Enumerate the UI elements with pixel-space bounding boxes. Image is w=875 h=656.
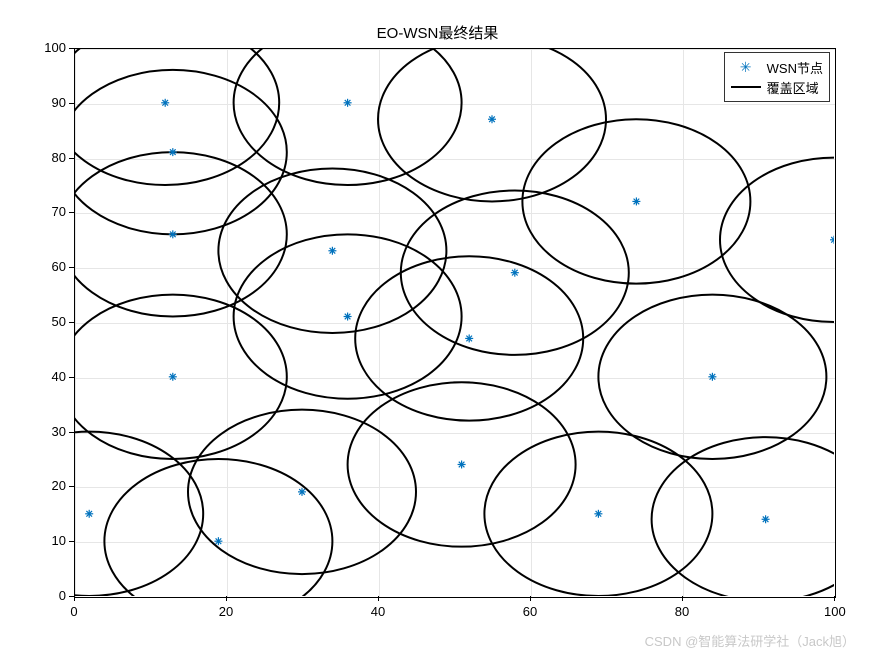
grid-line-h [75, 542, 835, 543]
grid-line-h [75, 49, 835, 50]
y-tick [69, 322, 74, 323]
x-tick [226, 596, 227, 601]
legend-label: WSN节点 [767, 58, 823, 77]
x-tick-label: 40 [368, 604, 388, 619]
x-tick [74, 596, 75, 601]
y-tick-label: 90 [52, 95, 66, 110]
x-tick-label: 20 [216, 604, 236, 619]
x-tick-label: 80 [672, 604, 692, 619]
y-tick [69, 596, 74, 597]
y-tick [69, 377, 74, 378]
y-tick [69, 103, 74, 104]
grid-line-h [75, 487, 835, 488]
grid-line-v [835, 49, 836, 597]
grid-line-h [75, 213, 835, 214]
grid-line-h [75, 104, 835, 105]
grid-line-h [75, 597, 835, 598]
x-tick-label: 60 [520, 604, 540, 619]
legend-marker-icon: ✳ [731, 60, 761, 74]
x-tick [378, 596, 379, 601]
grid-line-h [75, 433, 835, 434]
legend: ✳ WSN节点覆盖区域 [724, 52, 830, 102]
legend-line-icon [731, 86, 761, 88]
y-tick-label: 100 [44, 40, 66, 55]
x-tick-label: 0 [64, 604, 84, 619]
chart-container: EO-WSN最终结果 ✳ WSN节点覆盖区域 CSDN @智能算法研学社（Jack… [0, 0, 875, 656]
y-tick [69, 212, 74, 213]
y-tick-label: 20 [52, 478, 66, 493]
y-tick-label: 80 [52, 150, 66, 165]
x-tick [530, 596, 531, 601]
y-tick-label: 0 [59, 588, 66, 603]
watermark-text: CSDN @智能算法研学社（Jack旭） [645, 634, 855, 649]
y-tick [69, 541, 74, 542]
y-tick-label: 30 [52, 424, 66, 439]
y-tick-label: 70 [52, 204, 66, 219]
y-tick-label: 60 [52, 259, 66, 274]
y-tick [69, 158, 74, 159]
grid-line-h [75, 378, 835, 379]
chart-title-text: EO-WSN最终结果 [377, 25, 499, 42]
x-tick [682, 596, 683, 601]
y-tick [69, 48, 74, 49]
x-tick-label: 100 [824, 604, 844, 619]
grid-line-h [75, 159, 835, 160]
plot-area [74, 48, 836, 598]
grid-line-h [75, 323, 835, 324]
y-tick-label: 10 [52, 533, 66, 548]
legend-label: 覆盖区域 [767, 78, 819, 97]
y-tick-label: 50 [52, 314, 66, 329]
y-tick-label: 40 [52, 369, 66, 384]
x-tick [834, 596, 835, 601]
y-tick [69, 486, 74, 487]
y-tick [69, 267, 74, 268]
watermark: CSDN @智能算法研学社（Jack旭） [645, 631, 855, 650]
legend-row: ✳ WSN节点 [731, 57, 823, 77]
legend-row: 覆盖区域 [731, 77, 823, 97]
grid-line-h [75, 268, 835, 269]
y-tick [69, 432, 74, 433]
chart-title: EO-WSN最终结果 [0, 22, 875, 43]
